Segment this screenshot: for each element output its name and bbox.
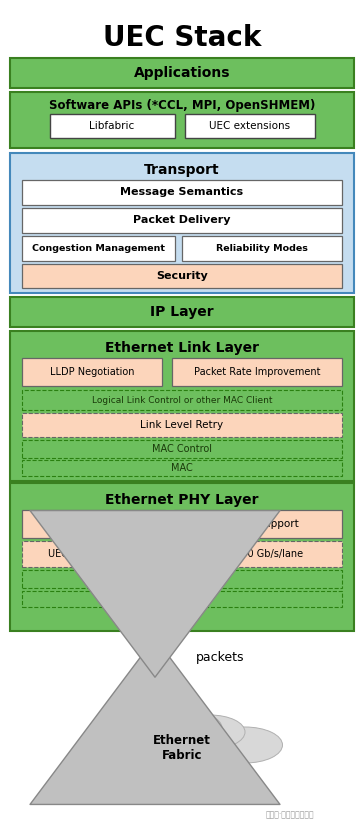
Text: Packet Delivery: Packet Delivery — [133, 215, 231, 225]
Bar — [10, 297, 354, 327]
Bar — [22, 236, 175, 261]
Bar — [174, 510, 342, 538]
Text: MAC Control: MAC Control — [152, 444, 212, 454]
Bar — [22, 358, 162, 386]
Text: Reliability Modes: Reliability Modes — [216, 243, 308, 252]
Text: Libfabric: Libfabric — [90, 121, 135, 131]
Ellipse shape — [123, 715, 187, 750]
Text: UEC 200 Gb/s/lane: UEC 200 Gb/s/lane — [213, 549, 304, 559]
Text: Ethernet
Fabric: Ethernet Fabric — [153, 734, 211, 762]
Text: Congestion Management: Congestion Management — [32, 243, 165, 252]
Ellipse shape — [207, 727, 282, 763]
Text: Link Level Retry: Link Level Retry — [141, 420, 223, 430]
Text: FEC Statistics: FEC Statistics — [58, 519, 128, 529]
Bar — [10, 153, 354, 293]
Text: Transport: Transport — [144, 163, 220, 177]
Text: UEC 100 Gb/s/lane: UEC 100 Gb/s/lane — [47, 549, 138, 559]
Bar — [172, 358, 342, 386]
Bar — [22, 570, 342, 588]
Text: UEC LL Support: UEC LL Support — [218, 519, 298, 529]
Bar — [22, 541, 165, 567]
Text: Packet Rate Improvement: Packet Rate Improvement — [194, 367, 320, 377]
Bar — [185, 114, 315, 138]
Text: Ethernet Link Layer: Ethernet Link Layer — [105, 341, 259, 355]
Bar — [22, 440, 342, 458]
Bar — [10, 331, 354, 481]
Text: UEC Stack: UEC Stack — [103, 24, 261, 52]
Text: PMA: PMA — [171, 574, 193, 584]
Bar — [22, 180, 342, 205]
Text: IP Layer: IP Layer — [150, 305, 214, 319]
Bar — [10, 92, 354, 148]
Bar — [50, 114, 175, 138]
Text: PMD: PMD — [171, 594, 193, 604]
Text: packets: packets — [196, 651, 244, 664]
Text: 公众号·半导体行业观察: 公众号·半导体行业观察 — [266, 811, 314, 820]
Text: Security: Security — [156, 271, 208, 281]
Text: UEC extensions: UEC extensions — [209, 121, 290, 131]
Bar — [22, 591, 342, 607]
Bar — [22, 413, 342, 437]
Bar — [22, 390, 342, 410]
Bar — [10, 483, 354, 631]
Text: Software APIs (*CCL, MPI, OpenSHMEM): Software APIs (*CCL, MPI, OpenSHMEM) — [49, 98, 315, 112]
Bar — [22, 208, 342, 233]
Text: LLDP Negotiation: LLDP Negotiation — [50, 367, 134, 377]
Ellipse shape — [175, 715, 245, 749]
Ellipse shape — [142, 710, 222, 746]
Text: Applications: Applications — [134, 66, 230, 80]
Bar — [10, 58, 354, 88]
Ellipse shape — [85, 726, 155, 764]
Bar — [174, 541, 342, 567]
Text: Message Semantics: Message Semantics — [120, 187, 244, 197]
Bar — [22, 510, 165, 538]
Text: Ethernet PHY Layer: Ethernet PHY Layer — [105, 493, 259, 507]
Bar — [22, 264, 342, 288]
Ellipse shape — [117, 725, 247, 775]
Text: Logical Link Control or other MAC Client: Logical Link Control or other MAC Client — [92, 396, 272, 405]
Bar — [22, 460, 342, 476]
Text: MAC: MAC — [171, 463, 193, 473]
Bar — [182, 236, 342, 261]
